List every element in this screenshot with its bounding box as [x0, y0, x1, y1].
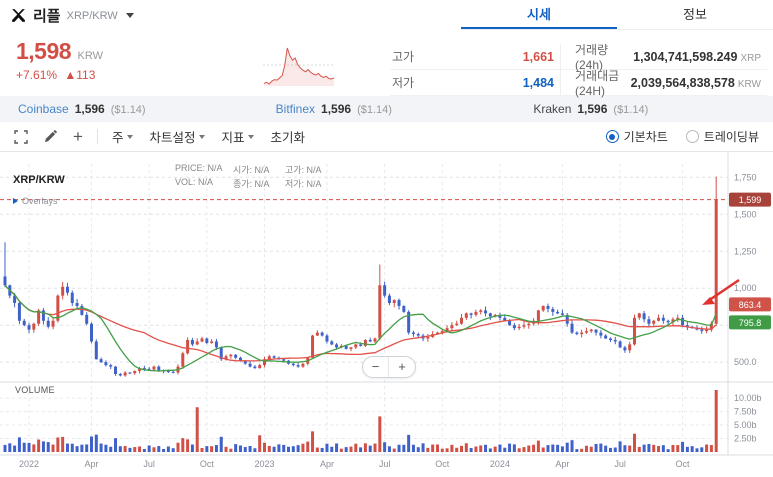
svg-text:863.4: 863.4	[739, 300, 762, 310]
svg-text:Oct: Oct	[435, 459, 450, 469]
pencil-icon	[44, 130, 57, 143]
tab-info[interactable]: 정보	[683, 7, 707, 22]
current-price: 1,598	[16, 38, 72, 64]
svg-text:500.0: 500.0	[734, 357, 757, 367]
ma-value-badge	[729, 315, 771, 330]
svg-text:1,750: 1,750	[734, 172, 757, 182]
svg-text:2022: 2022	[19, 459, 39, 469]
ma-long-line	[4, 284, 717, 362]
toolbar-divider	[96, 129, 98, 144]
stat-high: 고가 1,661	[390, 44, 560, 70]
change-amount: ▲113	[64, 68, 96, 82]
chevron-down-icon	[127, 134, 134, 139]
current-price-tag	[729, 192, 771, 207]
stat-low: 저가 1,484	[390, 70, 560, 96]
chevron-down-icon[interactable]	[125, 12, 134, 18]
chart-settings-dropdown[interactable]: 차트설정	[147, 125, 207, 148]
exchange-kraken: Kraken 1,596 ($1.14)	[533, 102, 649, 116]
svg-text:Oct: Oct	[200, 459, 215, 469]
candlestick-chart[interactable]: 1,750 1,500 1,250 1,000 500.0 2022 Apr Jul Oct 20…	[0, 152, 773, 477]
chevron-down-icon	[199, 134, 206, 139]
svg-text:2.50b: 2.50b	[734, 434, 757, 444]
svg-text:5.00b: 5.00b	[734, 420, 757, 430]
price-summary: 1,598 KRW +7.61% ▲113 고가 1,661 거래량(24h) …	[0, 30, 773, 98]
tab-price[interactable]: 시세	[461, 0, 617, 29]
triangle-right-icon	[13, 198, 18, 204]
coin-pair-label: XRP/KRW	[66, 10, 118, 22]
price-change: +7.61% ▲113	[16, 68, 103, 82]
ma-value-badge	[729, 297, 771, 312]
coin-selector[interactable]: 리플 XRP/KRW	[0, 0, 134, 30]
overlays-toggle[interactable]: Overlays	[13, 196, 58, 206]
svg-text:1,000: 1,000	[734, 283, 757, 293]
svg-text:Apr: Apr	[555, 459, 569, 469]
annotation-arrow	[707, 278, 740, 303]
stat-volume: 거래량(24h) 1,304,741,598.249 XRP	[560, 43, 767, 72]
mini-sparkline	[263, 47, 335, 86]
add-indicator-button[interactable]: +	[73, 126, 83, 146]
zoom-controls: − +	[362, 356, 416, 378]
radio-selected-icon	[605, 130, 619, 143]
svg-text:Jul: Jul	[143, 459, 155, 469]
stat-value-traded: 거래대금(24H) 2,039,564,838,578 KRW	[560, 69, 767, 98]
currency-label: KRW	[77, 50, 103, 62]
reset-button[interactable]: 초기화	[268, 125, 307, 148]
chart-mode-switch: 기본차트 트레이딩뷰	[605, 128, 759, 145]
price-block: 1,598 KRW +7.61% ▲113	[16, 38, 103, 82]
fullscreen-button[interactable]	[12, 128, 30, 146]
chart-symbol-label: XRP/KRW	[13, 174, 65, 186]
timeframe-dropdown[interactable]: 주	[110, 125, 136, 148]
chart-toolbar: + 주 차트설정 지표 초기화 기본차트 트레이딩뷰	[0, 122, 773, 152]
indicators-dropdown[interactable]: 지표	[219, 125, 256, 148]
svg-text:Jul: Jul	[379, 459, 391, 469]
svg-text:2024: 2024	[490, 459, 510, 469]
svg-text:7.50b: 7.50b	[734, 407, 757, 417]
tab-bar: 시세 정보	[461, 0, 773, 30]
stats-table: 고가 1,661 거래량(24h) 1,304,741,598.249 XRP 저…	[390, 43, 767, 98]
header: 리플 XRP/KRW 시세 정보	[0, 0, 773, 30]
svg-text:1,500: 1,500	[734, 209, 757, 219]
annotation-arrowhead	[702, 297, 715, 305]
xrp-logo-icon	[10, 7, 27, 24]
svg-text:Apr: Apr	[84, 459, 98, 469]
exchange-comparison-bar: Coinbase 1,596 ($1.14) Bitfinex 1,596 ($…	[0, 96, 773, 122]
svg-text:Oct: Oct	[676, 459, 691, 469]
svg-text:Apr: Apr	[320, 459, 334, 469]
svg-text:10.00b: 10.00b	[734, 393, 762, 403]
radio-basic-chart[interactable]: 기본차트	[605, 128, 668, 145]
svg-text:Jul: Jul	[614, 459, 626, 469]
chart-legend-row1: PRICE: N/A 시가: N/A 고가: N/A	[175, 163, 322, 175]
svg-text:1,250: 1,250	[734, 246, 757, 256]
chevron-down-icon	[248, 134, 255, 139]
exchange-bitfinex: Bitfinex 1,596 ($1.14)	[275, 102, 392, 116]
exchange-coinbase: Coinbase 1,596 ($1.14)	[18, 102, 146, 116]
change-percent: +7.61%	[16, 68, 58, 82]
draw-button[interactable]	[42, 128, 59, 145]
chart-legend-row2: VOL: N/A 종가: N/A 저가: N/A	[175, 177, 322, 189]
coin-name: 리플	[33, 7, 61, 25]
zoom-out-button[interactable]: −	[363, 357, 389, 377]
radio-unselected-icon	[685, 130, 699, 143]
svg-text:2023: 2023	[254, 459, 274, 469]
chart-area[interactable]: 1,750 1,500 1,250 1,000 500.0 2022 Apr Jul Oct 20…	[0, 152, 773, 477]
volume-pane-label: VOLUME	[15, 385, 55, 395]
fullscreen-icon	[14, 129, 28, 144]
ma-short-line	[4, 284, 717, 372]
svg-text:1,599: 1,599	[739, 195, 762, 205]
svg-text:795.8: 795.8	[739, 318, 762, 328]
zoom-in-button[interactable]: +	[389, 357, 415, 377]
radio-tradingview[interactable]: 트레이딩뷰	[685, 128, 759, 145]
